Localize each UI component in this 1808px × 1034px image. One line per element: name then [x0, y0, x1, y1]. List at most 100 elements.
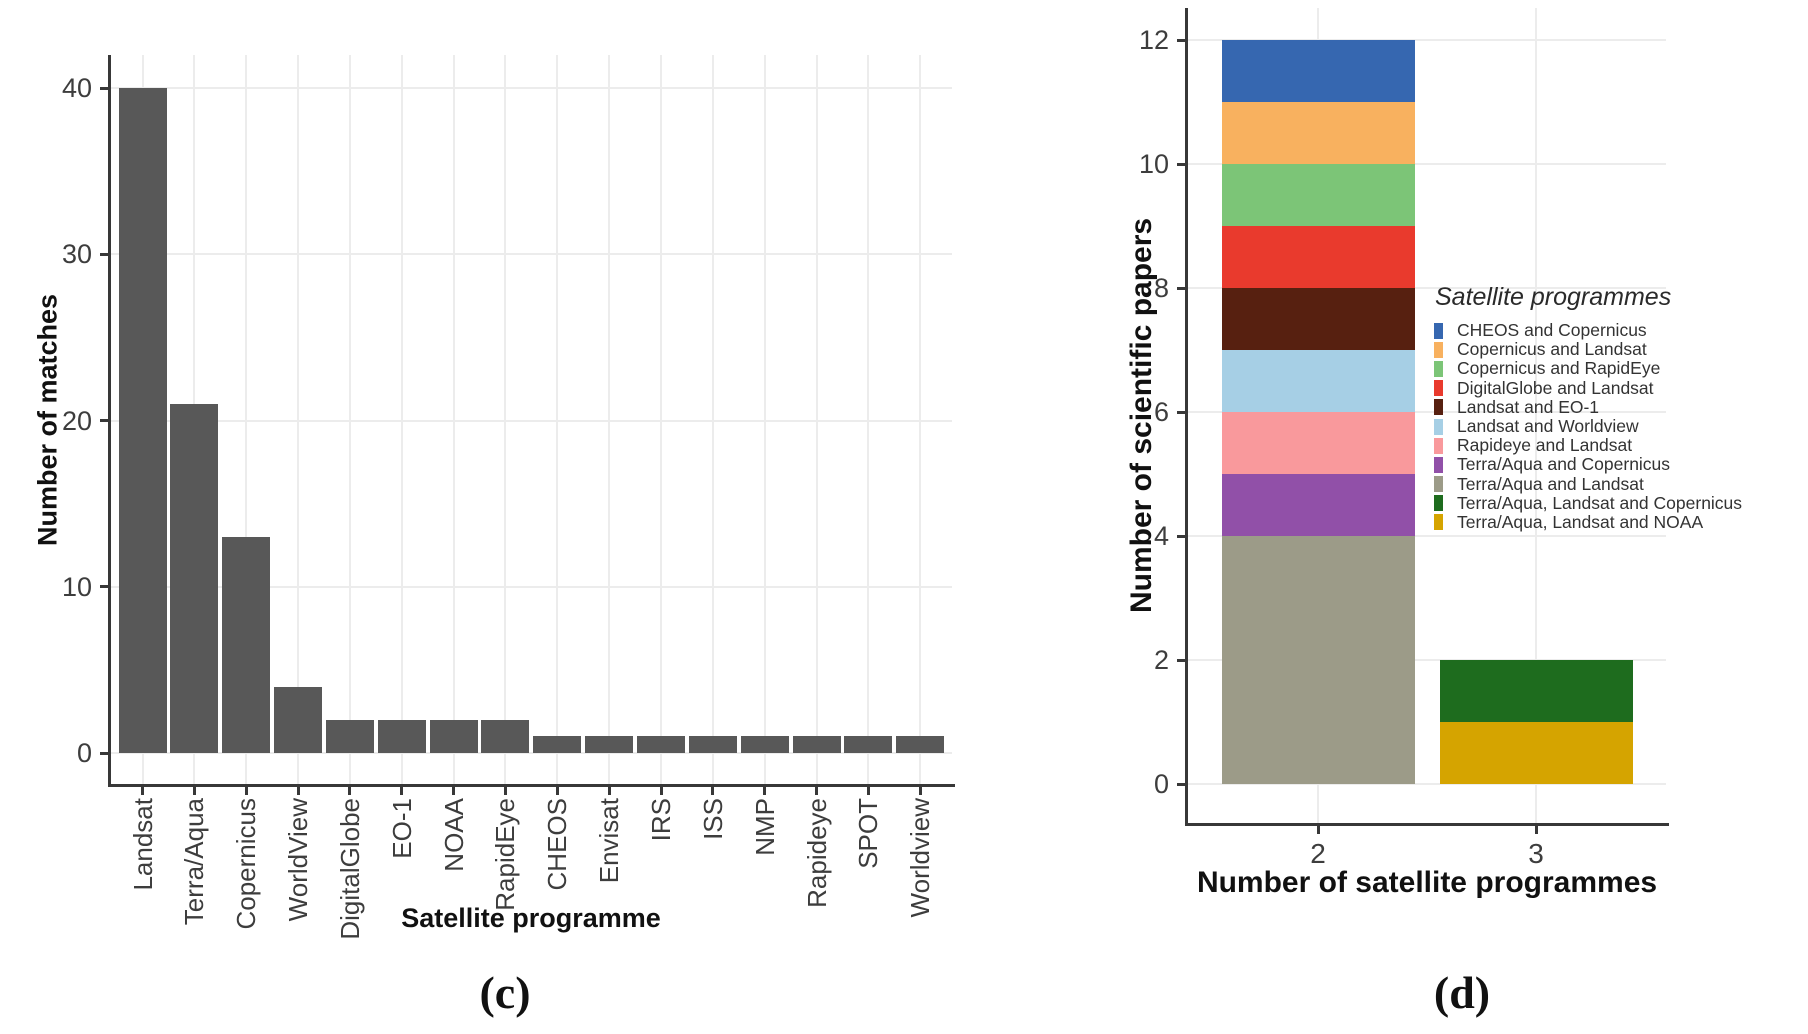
legend-item: Terra/Aqua, Landsat and NOAA [1434, 512, 1742, 532]
segment-terra-aqua-and-copernicus [1221, 474, 1415, 536]
c-y-tick-label: 30 [61, 239, 92, 270]
legend-label: DigitalGlobe and Landsat [1457, 377, 1654, 398]
c-gridline-x [556, 55, 559, 784]
c-x-tick-label-text: Envisat [594, 798, 625, 884]
c-y-tick-mark [100, 751, 108, 755]
c-x-tick-mark [711, 787, 715, 795]
d-y-tick-label: 8 [1153, 273, 1169, 303]
legend-swatch-cheos-and-copernicus [1434, 322, 1443, 339]
segment-landsat-and-worldview [1221, 350, 1415, 412]
c-x-tick-label-text: Copernicus [231, 798, 262, 930]
c-x-tick-label-text: CHEOS [542, 798, 573, 891]
d-gridline-x [1535, 8, 1537, 823]
c-x-tick-label-text: ISS [697, 798, 728, 840]
d-x-axis-line [1185, 823, 1669, 826]
legend: Satellite programmes CHEOS and Copernicu… [1434, 283, 1742, 532]
c-x-tick-mark [452, 787, 456, 795]
d-y-tick-label: 6 [1153, 397, 1169, 427]
legend-label: Rapideye and Landsat [1457, 435, 1633, 456]
d-y-axis-line [1185, 8, 1188, 826]
legend-swatch-copernicus-and-landsat [1434, 341, 1443, 358]
bar-envisat [585, 736, 634, 753]
bar-terra-aqua [170, 403, 219, 753]
segment-cheos-and-copernicus [1221, 40, 1415, 102]
c-x-tick-mark [815, 787, 819, 795]
c-x-axis-line [108, 784, 955, 787]
bar-iss [688, 736, 737, 753]
d-y-tick-mark [1177, 162, 1185, 166]
legend-item: Landsat and EO-1 [1434, 396, 1742, 417]
d-x-tick-label: 2 [1310, 838, 1326, 869]
d-gridline-y [1188, 783, 1666, 785]
d-y-tick-mark [1177, 658, 1185, 662]
d-x-tick-mark [1316, 826, 1320, 834]
c-y-tick-mark [100, 86, 108, 90]
legend-swatch-landsat-and-eo-1 [1434, 399, 1443, 416]
d-y-tick-mark [1177, 782, 1185, 786]
bar-eo-1 [377, 719, 426, 753]
legend-swatch-digitalglobe-and-landsat [1434, 380, 1443, 397]
bar-worldview [274, 686, 323, 753]
c-x-tick-mark [555, 787, 559, 795]
c-gridline-x [867, 55, 870, 784]
d-x-axis-title: Number of satellite programmes [1196, 866, 1658, 899]
c-gridline-x [919, 55, 922, 784]
legend-label: Terra/Aqua and Copernicus [1457, 454, 1671, 475]
c-x-tick-mark [400, 787, 404, 795]
segment-copernicus-and-landsat [1221, 102, 1415, 164]
c-x-tick-label-text: Terra/Aqua [179, 798, 210, 926]
bar-rapideye [481, 719, 530, 753]
legend-label: Copernicus and Landsat [1457, 339, 1647, 360]
d-y-tick-mark [1177, 534, 1185, 538]
legend-label: Terra/Aqua and Landsat [1457, 473, 1644, 494]
bar-noaa [429, 719, 478, 753]
d-y-tick-label: 12 [1138, 25, 1169, 55]
d-x-tick-mark [1534, 826, 1538, 834]
c-gridline-x [297, 55, 300, 784]
d-gridline-y [1188, 39, 1666, 41]
caption-c: (c) [479, 967, 531, 1018]
c-y-tick-mark [100, 252, 108, 256]
segment-digitalglobe-and-landsat [1221, 226, 1415, 288]
c-x-tick-label-text: NOAA [438, 798, 469, 872]
d-gridline-y [1188, 659, 1666, 661]
legend-item: Copernicus and Landsat [1434, 339, 1742, 360]
c-gridline-y [111, 585, 952, 588]
d-x-tick-label: 3 [1528, 838, 1544, 869]
c-x-tick-label-text: Worldview [905, 798, 936, 918]
bar-digitalglobe [325, 719, 374, 753]
legend-label: Landsat and EO-1 [1457, 396, 1600, 417]
c-x-tick-label-text: WorldView [283, 798, 314, 922]
c-gridline-x [660, 55, 662, 784]
caption-d: (d) [1433, 967, 1491, 1018]
bar-spot [844, 736, 893, 753]
c-gridline-y [111, 87, 952, 89]
segment-landsat-and-eo-1 [1221, 288, 1415, 350]
legend-swatch-copernicus-and-rapideye [1434, 360, 1443, 377]
c-x-tick-label-text: IRS [646, 798, 676, 842]
c-x-tick-mark [866, 787, 870, 795]
d-gridline-y [1188, 411, 1666, 413]
c-gridline-y [111, 752, 952, 754]
c-gridline-x [452, 55, 455, 784]
c-x-tick-label-text: NMP [749, 798, 780, 856]
c-plot-panel: 0 10 20 30 40 Landsat Terra/Aqua Copernicus Worl… [62, 55, 952, 940]
d-y-tick-mark [1177, 410, 1185, 414]
c-gridline-x [348, 55, 351, 784]
legend-title: Satellite programmes [1435, 283, 1672, 311]
c-gridline-x [245, 55, 248, 784]
c-gridline-x [763, 55, 766, 784]
legend-item: Landsat and Worldview [1434, 416, 1742, 436]
legend-item: CHEOS and Copernicus [1434, 320, 1742, 340]
c-x-tick-mark [659, 787, 663, 795]
c-gridline-x [711, 55, 714, 784]
segment-copernicus-and-rapideye [1221, 164, 1415, 226]
c-x-tick-mark [918, 787, 922, 795]
c-y-tick-mark [100, 419, 108, 422]
bar-rapideye [792, 736, 841, 753]
bar-nmp [740, 736, 789, 753]
legend-item: Terra/Aqua, Landsat and Copernicus [1434, 493, 1742, 513]
c-x-tick-mark [141, 787, 144, 795]
c-x-tick-label: IRS [646, 798, 691, 841]
legend-item: Rapideye and Landsat [1434, 435, 1742, 456]
